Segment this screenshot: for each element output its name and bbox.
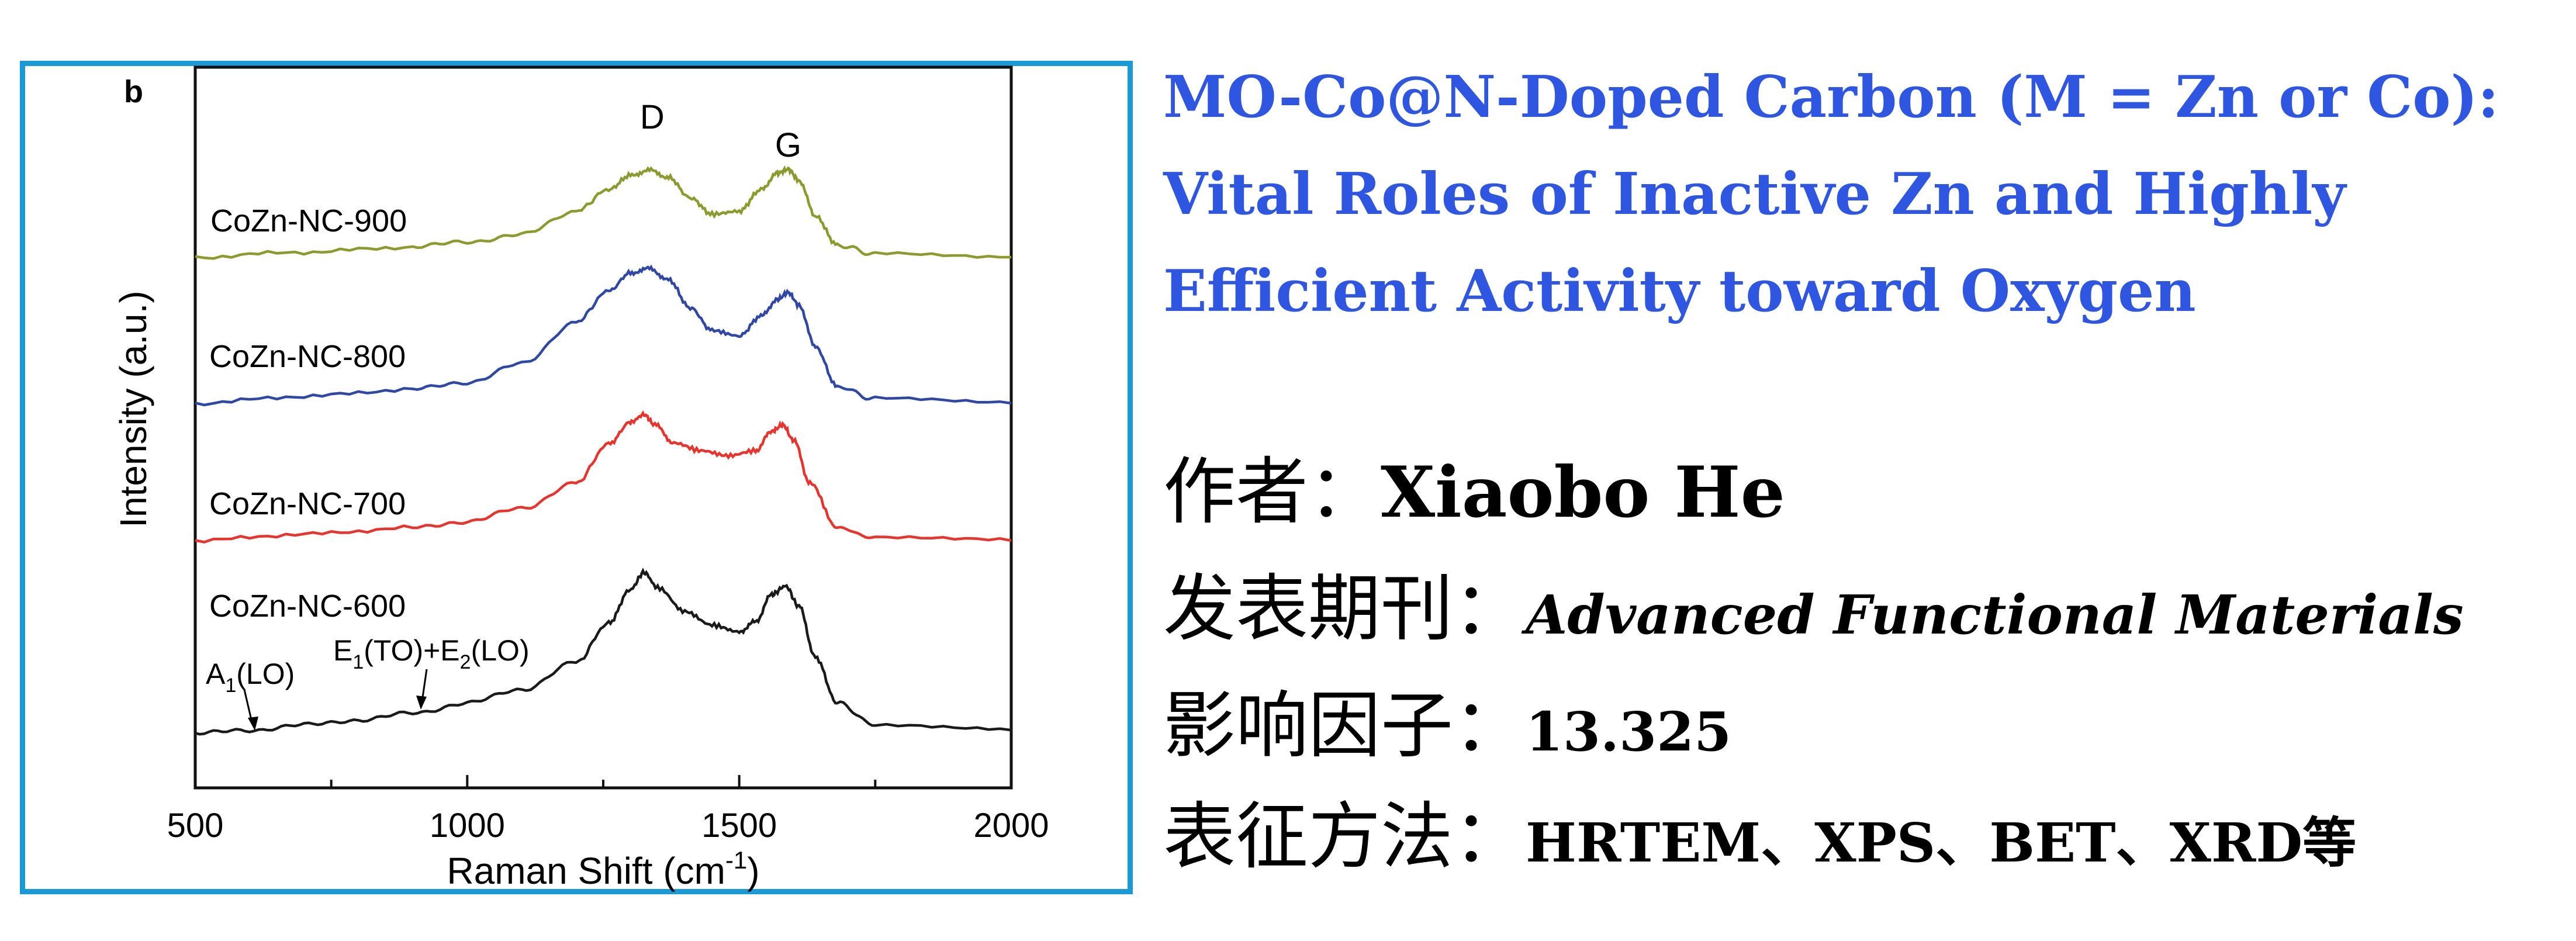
series-label-800: CoZn-NC-800 xyxy=(209,339,406,374)
raman-chart: b D G CoZn-NC-900 CoZn-NC-800 CoZn-NC-70… xyxy=(112,65,1049,892)
paper-title: MO-Co@N-Doped Carbon (M = Zn or Co): Vit… xyxy=(1163,64,2499,325)
chart-frame xyxy=(20,61,1133,894)
impact-label: 影响因子： xyxy=(1163,684,1526,768)
methods-value: HRTEM、XPS、BET、XRD等 xyxy=(1526,811,2357,874)
journal-row: 发表期刊：Advanced Functional Materials xyxy=(1163,549,2464,655)
series-label-700: CoZn-NC-700 xyxy=(209,486,406,521)
series-label-900: CoZn-NC-900 xyxy=(210,203,407,238)
annotation-a1-arrowhead xyxy=(248,717,258,731)
x-axis-ticks: 500 1000 1500 2000 xyxy=(167,775,1049,845)
y-axis-label: Intensity (a.u.) xyxy=(112,290,154,528)
author-value: Xiaobo He xyxy=(1381,451,1785,534)
annotation-e1-e2: E1(TO)+E2(LO) xyxy=(333,634,530,673)
series-line-cozn-nc-600 xyxy=(195,567,1012,736)
x-tick-label-1000: 1000 xyxy=(430,807,505,845)
annotation-e-arrowhead xyxy=(416,696,427,710)
peak-label-d: D xyxy=(640,98,665,136)
impact-row: 影响因子：13.325 xyxy=(1163,666,1731,772)
series-line-cozn-nc-700 xyxy=(195,410,1012,544)
plot-area xyxy=(193,65,1013,790)
series-line-cozn-nc-900 xyxy=(195,165,1012,260)
journal-value: Advanced Functional Materials xyxy=(1526,583,2464,646)
series-lines xyxy=(195,165,1012,736)
annotation-a1-lo: A1(LO) xyxy=(206,658,295,697)
methods-label: 表征方法： xyxy=(1163,795,1526,879)
series-label-600: CoZn-NC-600 xyxy=(209,589,406,624)
panel-label: b xyxy=(124,74,143,109)
author-label: 作者： xyxy=(1163,450,1381,534)
x-tick-label-2000: 2000 xyxy=(973,807,1049,845)
series-line-cozn-nc-800 xyxy=(195,264,1012,407)
x-tick-label-500: 500 xyxy=(167,807,224,845)
x-tick-label-1500: 1500 xyxy=(701,807,777,845)
author-row: 作者：Xiaobo He xyxy=(1163,433,1785,538)
annotation-e-arrow xyxy=(421,669,428,702)
journal-label: 发表期刊： xyxy=(1163,567,1526,651)
impact-value: 13.325 xyxy=(1526,700,1732,763)
peak-label-g: G xyxy=(775,126,801,164)
x-axis-label: Raman Shift (cm-1) xyxy=(447,846,759,892)
methods-row: 表征方法：HRTEM、XPS、BET、XRD等 xyxy=(1163,777,2356,883)
